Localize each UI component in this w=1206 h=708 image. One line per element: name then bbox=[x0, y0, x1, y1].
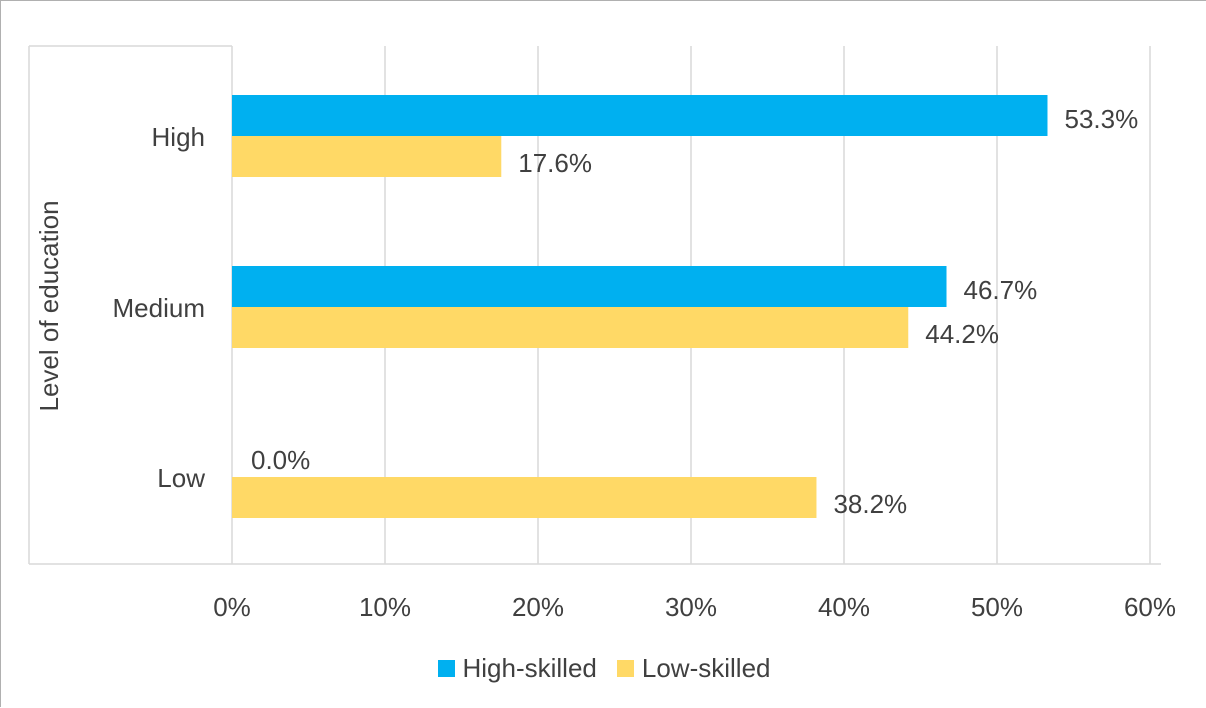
legend-item-high-skilled: High-skilled bbox=[437, 653, 597, 684]
category-label: Low bbox=[157, 463, 205, 493]
data-label: 38.2% bbox=[833, 489, 907, 519]
bar-low-skilled-high bbox=[232, 136, 502, 177]
data-label: 17.6% bbox=[518, 148, 592, 178]
category-label: High bbox=[152, 122, 205, 152]
bar-low-skilled-medium bbox=[232, 307, 909, 348]
x-tick-label: 60% bbox=[1124, 592, 1176, 622]
data-label: 46.7% bbox=[964, 275, 1038, 305]
data-label: 44.2% bbox=[925, 319, 999, 349]
data-label: 0.0% bbox=[251, 445, 310, 475]
bar-high-skilled-medium bbox=[232, 266, 947, 307]
data-label: 53.3% bbox=[1064, 104, 1138, 134]
tick-labels: 0% 10% 20% 30% 40% 50% 60% High Medium Low bbox=[113, 122, 1177, 622]
legend-label-low-skilled: Low-skilled bbox=[641, 653, 771, 683]
bar-high-skilled-high bbox=[232, 95, 1048, 136]
data-labels: 53.3% 46.7% 0.0% 17.6% 44.2% 38.2% bbox=[251, 104, 1138, 519]
legend-item-low-skilled: Low-skilled bbox=[616, 653, 771, 684]
x-tick-label: 10% bbox=[359, 592, 411, 622]
bar-low-skilled-low bbox=[232, 477, 817, 518]
legend-swatch-low-skilled bbox=[616, 660, 634, 677]
x-tick-label: 20% bbox=[512, 592, 564, 622]
x-tick-label: 0% bbox=[213, 592, 251, 622]
x-tick-label: 40% bbox=[818, 592, 870, 622]
y-axis-title: Level of education bbox=[34, 200, 64, 411]
x-tick-label: 50% bbox=[971, 592, 1023, 622]
legend: High-skilled Low-skilled bbox=[1, 653, 1206, 684]
legend-label-high-skilled: High-skilled bbox=[462, 653, 597, 683]
legend-swatch-high-skilled bbox=[437, 660, 455, 677]
x-tick-label: 30% bbox=[665, 592, 717, 622]
category-label: Medium bbox=[113, 293, 205, 323]
bars bbox=[232, 95, 1048, 518]
